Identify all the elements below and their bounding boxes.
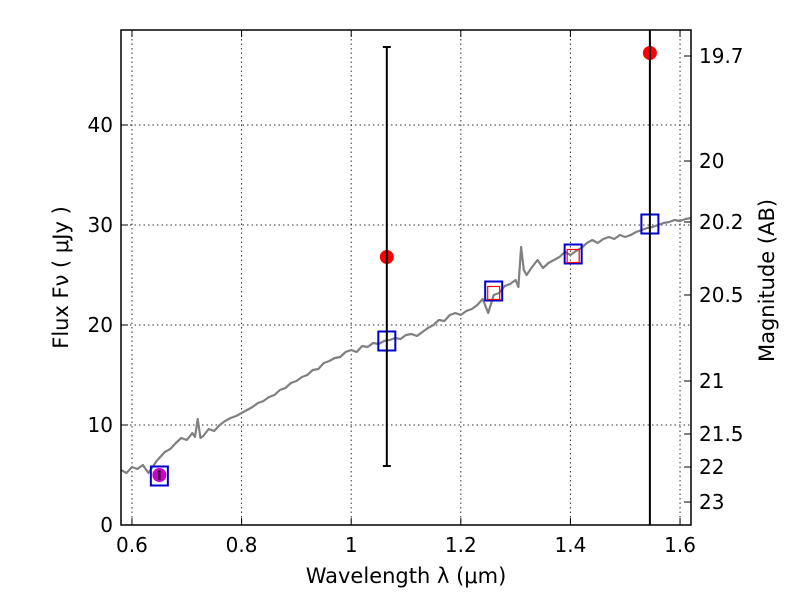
x-axis-label: Wavelength λ (μm) bbox=[306, 564, 507, 588]
grid bbox=[121, 30, 691, 526]
measured-point bbox=[487, 285, 501, 301]
y2-axis-label: Magnitude (AB) bbox=[755, 199, 779, 362]
axes: 0.6 0.8 1 1.2 1.4 1.6 0 10 20 30 40 19.7 20 20.2 20.5 2… bbox=[88, 30, 744, 557]
model-point bbox=[149, 465, 169, 487]
y2-tick-label: 20.5 bbox=[699, 283, 744, 307]
measured-point bbox=[566, 248, 580, 264]
y2-tick-label: 22 bbox=[699, 455, 724, 479]
plot-area bbox=[121, 30, 691, 525]
y-tick-label: 40 bbox=[88, 113, 113, 137]
x-tick-label: 0.6 bbox=[116, 533, 148, 557]
y-tick-label: 20 bbox=[88, 313, 113, 337]
y-axis-label: Flux Fν ( μJy ) bbox=[49, 206, 73, 349]
y2-tick-label: 19.7 bbox=[699, 44, 744, 68]
y-tick-label: 0 bbox=[100, 513, 113, 537]
y-tick-label: 30 bbox=[88, 213, 113, 237]
model-point bbox=[484, 280, 504, 302]
y2-tick-label: 20 bbox=[699, 149, 724, 173]
spectrum-line bbox=[121, 216, 691, 475]
y2-tick-label: 21.5 bbox=[699, 422, 744, 446]
x-tick-label: 1.6 bbox=[664, 533, 696, 557]
plot-frame bbox=[120, 29, 692, 526]
y2-tick-label: 20.2 bbox=[699, 210, 744, 234]
model-point bbox=[563, 243, 583, 265]
x-tick-label: 1.2 bbox=[445, 533, 477, 557]
y2-tick-label: 21 bbox=[699, 369, 724, 393]
y2-tick-label: 23 bbox=[699, 490, 724, 514]
x-tick-label: 1 bbox=[345, 533, 358, 557]
x-tick-label: 1.4 bbox=[555, 533, 587, 557]
data-marks bbox=[121, 30, 691, 525]
y-tick-label: 10 bbox=[88, 413, 113, 437]
x-tick-label: 0.8 bbox=[226, 533, 258, 557]
